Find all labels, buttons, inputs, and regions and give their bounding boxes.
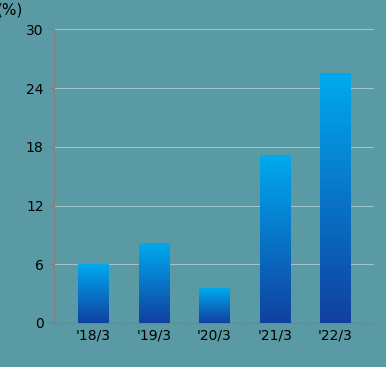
Text: (%): (%) [0,3,23,18]
